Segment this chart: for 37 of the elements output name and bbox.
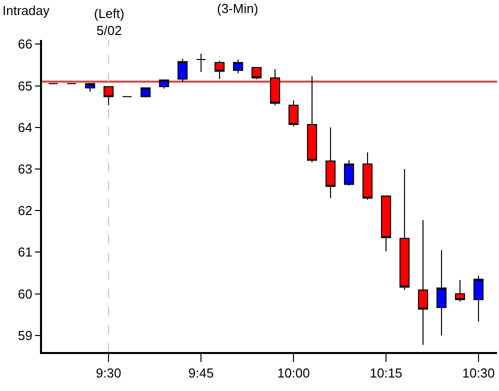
candlestick — [104, 86, 114, 106]
y-tick-label: 60 — [18, 286, 32, 302]
candlestick — [214, 60, 225, 80]
candlestick — [326, 126, 336, 199]
candlestick — [344, 160, 354, 186]
candlestick — [178, 58, 188, 83]
candlestick — [196, 53, 206, 73]
chart-title: Intraday — [2, 2, 50, 18]
y-tick-label: 65 — [18, 78, 32, 94]
candlestick — [362, 152, 373, 200]
x-tick-label: 10:15 — [370, 366, 402, 381]
candlestick — [454, 280, 466, 302]
candlestick — [85, 83, 96, 92]
candlestick — [270, 68, 280, 106]
candlestick — [473, 274, 484, 322]
x-tick-label: 10:00 — [277, 366, 310, 381]
candlestick — [252, 66, 262, 80]
candlestick — [418, 220, 428, 346]
y-tick-label: 63 — [18, 162, 32, 177]
y-tick-label: 61 — [18, 244, 32, 260]
candlestick — [288, 100, 299, 128]
candlestick — [307, 76, 318, 163]
y-tick-label: 64 — [18, 120, 32, 135]
x-tick-label: 9:30 — [96, 366, 122, 381]
candlestick — [399, 168, 410, 291]
candlestick — [233, 59, 244, 74]
ref-line-label: (Left) 5/02 — [94, 6, 124, 38]
y-tick-label: 66 — [18, 36, 32, 52]
x-tick-label: 10:30 — [462, 366, 495, 381]
candlestick — [436, 250, 447, 336]
candlestick — [140, 87, 151, 98]
y-tick-label: 59 — [18, 328, 32, 343]
x-tick-label: 9:45 — [188, 366, 214, 381]
chart-subtitle: (3-Min) — [217, 1, 258, 16]
candlestick — [159, 79, 170, 90]
y-tick-label: 62 — [18, 203, 32, 218]
candlestick — [380, 196, 392, 252]
